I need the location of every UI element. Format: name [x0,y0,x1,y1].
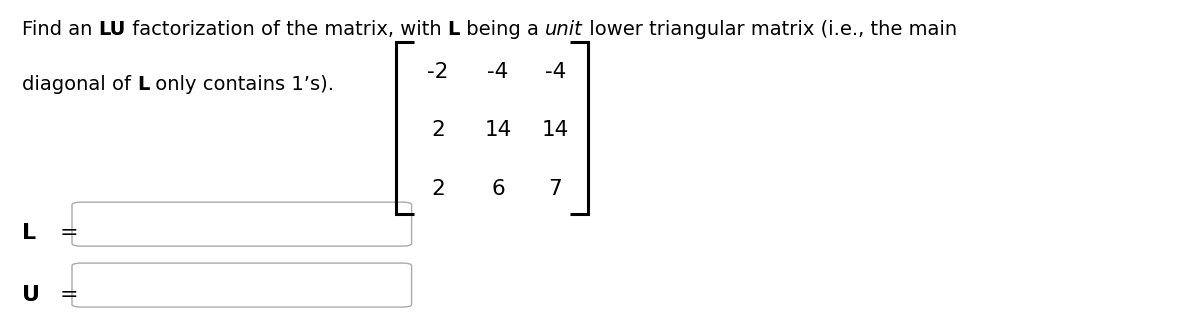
Text: diagonal of: diagonal of [22,75,137,94]
Text: -4: -4 [487,62,509,82]
FancyBboxPatch shape [72,202,412,246]
Text: being a: being a [460,20,545,38]
Text: L: L [22,223,36,243]
Text: Find an: Find an [22,20,98,38]
Text: 7: 7 [548,179,563,199]
Text: 2: 2 [431,179,445,199]
Text: 2: 2 [431,120,445,141]
Text: -2: -2 [427,62,449,82]
Text: =: = [60,285,79,305]
Text: unit: unit [545,20,583,38]
Text: L: L [448,20,460,38]
Text: LU: LU [98,20,126,38]
Text: only contains 1’s).: only contains 1’s). [149,75,335,94]
Text: =: = [60,223,79,243]
Text: 14: 14 [485,120,511,141]
FancyBboxPatch shape [72,263,412,307]
Text: 6: 6 [491,179,505,199]
Text: U: U [22,285,40,305]
Text: L: L [137,75,149,94]
Text: 14: 14 [542,120,569,141]
Text: -4: -4 [545,62,566,82]
Text: factorization of the matrix, with: factorization of the matrix, with [126,20,448,38]
Text: lower triangular matrix (i.e., the main: lower triangular matrix (i.e., the main [583,20,956,38]
